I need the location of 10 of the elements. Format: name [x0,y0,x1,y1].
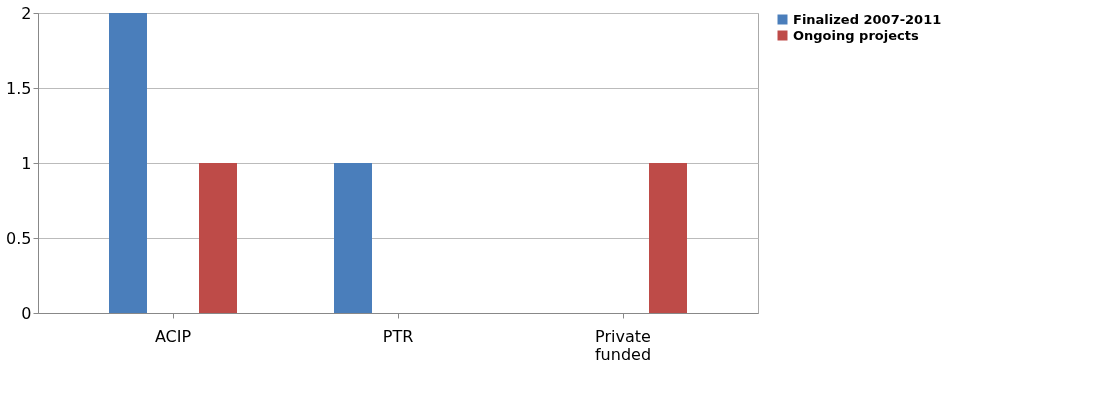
y-tick-label: 2 [21,3,32,23]
y-tick-label: 1 [21,153,32,173]
y-tick-label: 0 [21,303,32,323]
legend-label: Finalized 2007-2011 [793,11,942,27]
x-tick-label: Private funded [594,326,652,364]
x-tick-label: PTR [382,326,414,346]
legend-label: Ongoing projects [793,27,919,43]
y-tick-label: 0.5 [6,228,32,248]
x-tick-label: ACIP [154,326,192,346]
y-tick-label: 1.5 [6,78,32,98]
